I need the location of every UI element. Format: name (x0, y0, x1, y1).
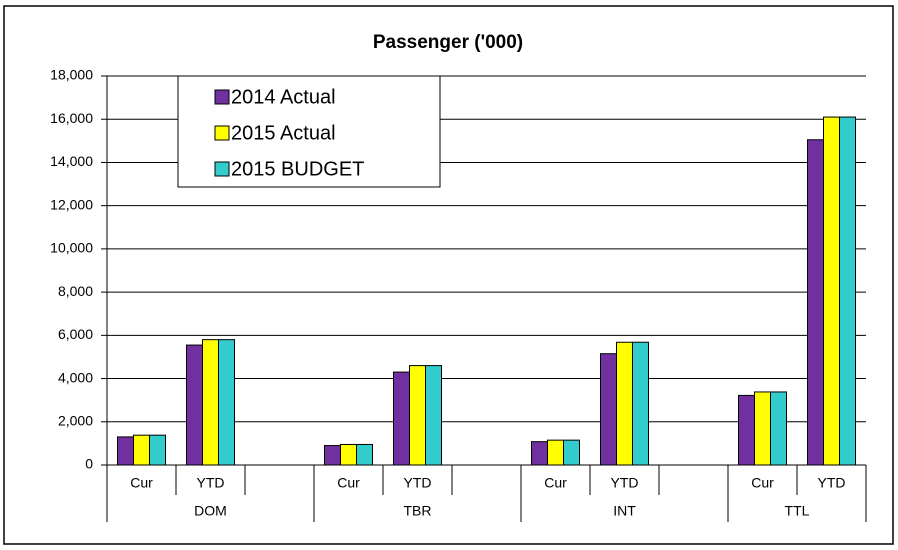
bar (425, 365, 442, 466)
bar (356, 443, 373, 466)
x-tick-label: YTD (818, 475, 846, 491)
y-tick-label: 10,000 (50, 240, 93, 256)
chart-title: Passenger ('000) (373, 32, 523, 53)
bar (770, 391, 787, 466)
legend-swatch (214, 125, 230, 141)
bar (324, 445, 341, 466)
bar (340, 443, 357, 466)
x-tick-label: Cur (544, 475, 567, 491)
group-label: INT (613, 503, 636, 519)
x-tick-label: Cur (337, 475, 360, 491)
x-tick-label: YTD (197, 475, 225, 491)
bar (754, 391, 771, 466)
bar (409, 365, 426, 466)
x-tick-label: Cur (130, 475, 153, 491)
legend-label: 2015 Actual (231, 122, 336, 144)
group-label: TTL (785, 503, 810, 519)
legend-swatch (214, 89, 230, 105)
y-tick-label: 16,000 (50, 110, 93, 126)
bar (839, 116, 856, 466)
bar (149, 434, 166, 466)
bar (133, 434, 150, 466)
y-tick-label: 18,000 (50, 67, 93, 83)
bar (547, 439, 564, 466)
legend-label: 2014 Actual (231, 86, 336, 108)
bar (823, 116, 840, 466)
bar (531, 441, 548, 466)
bar (563, 439, 580, 466)
legend-label: 2015 BUDGET (231, 158, 364, 180)
bar (807, 139, 824, 466)
bar (616, 341, 633, 466)
legend-swatch (214, 161, 230, 177)
y-tick-label: 4,000 (58, 369, 93, 385)
y-tick-label: 6,000 (58, 326, 93, 342)
x-tick-label: YTD (404, 475, 432, 491)
group-label: DOM (194, 503, 227, 519)
x-tick-label: Cur (751, 475, 774, 491)
bar (393, 371, 410, 466)
x-tick-label: YTD (611, 475, 639, 491)
y-tick-label: 14,000 (50, 153, 93, 169)
y-tick-label: 2,000 (58, 412, 93, 428)
bar (218, 339, 235, 466)
bar (600, 353, 617, 466)
y-tick-label: 0 (85, 456, 93, 472)
y-tick-label: 8,000 (58, 283, 93, 299)
group-label: TBR (404, 503, 432, 519)
bar (738, 394, 755, 466)
bar (632, 341, 649, 466)
y-tick-label: 12,000 (50, 196, 93, 212)
bar (186, 344, 203, 466)
bar (117, 436, 134, 466)
bar (202, 339, 219, 466)
